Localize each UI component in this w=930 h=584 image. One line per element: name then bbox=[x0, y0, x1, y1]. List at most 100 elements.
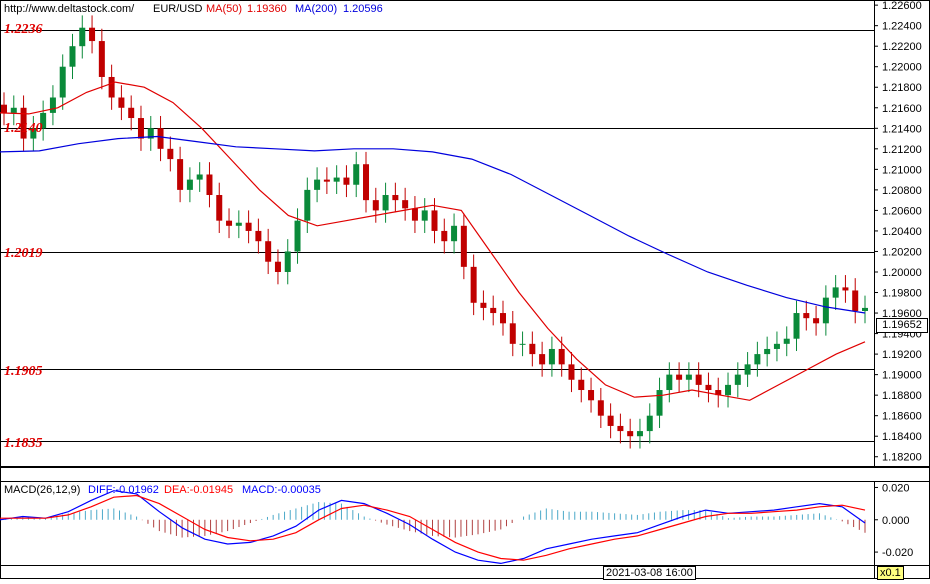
price-tick-label: 1.21800 bbox=[882, 82, 922, 94]
price-tick-label: 1.21000 bbox=[882, 164, 922, 176]
candle-body bbox=[421, 210, 428, 221]
macd-tick-label: -0.020 bbox=[882, 547, 913, 559]
crosshair-time-label: 2021-03-08 16:00 bbox=[603, 566, 696, 580]
candle-body bbox=[177, 159, 184, 190]
candle-body bbox=[20, 107, 27, 139]
source-url: http://www.deltastock.com/ bbox=[4, 3, 135, 15]
ma50-value: 1.19360 bbox=[247, 3, 287, 15]
candle-body bbox=[695, 374, 702, 385]
candle-body bbox=[470, 266, 477, 303]
price-tick-label: 1.18200 bbox=[882, 452, 922, 464]
candle-body bbox=[685, 374, 692, 380]
candle-body bbox=[98, 41, 105, 77]
candle-body bbox=[10, 107, 17, 113]
candle-body bbox=[588, 390, 595, 401]
macd-tick-label: 0.020 bbox=[882, 482, 910, 494]
candle-body bbox=[147, 128, 154, 139]
candle-body bbox=[764, 348, 771, 355]
candle-body bbox=[715, 390, 722, 396]
candle-body bbox=[725, 384, 732, 396]
candle-body bbox=[597, 400, 604, 416]
price-tick-label: 1.20600 bbox=[882, 205, 922, 217]
candle-body bbox=[822, 297, 829, 324]
candle-body bbox=[294, 220, 301, 252]
candle-body bbox=[529, 343, 536, 355]
price-tick-label: 1.22200 bbox=[882, 41, 922, 53]
candle-body bbox=[548, 348, 555, 365]
level-label-4: 1.1905 bbox=[4, 364, 43, 379]
candle-body bbox=[705, 384, 712, 391]
candle-body bbox=[353, 164, 360, 185]
candle-body bbox=[245, 222, 252, 231]
candle-body bbox=[372, 200, 379, 211]
candle-body bbox=[558, 348, 565, 365]
macd-panel[interactable]: 0.020 0.000 -0.020 MACD(26,12,9) DIFF:-0.0… bbox=[0, 467, 930, 579]
ma200-value: 1.20596 bbox=[343, 3, 383, 15]
candle-body bbox=[734, 374, 741, 385]
candle-body bbox=[451, 225, 458, 242]
price-tick-label: 1.22000 bbox=[882, 62, 922, 74]
macd-diff-line bbox=[0, 490, 866, 565]
candle-body bbox=[646, 415, 653, 432]
ma200-line bbox=[0, 135, 866, 314]
candle-body bbox=[852, 290, 859, 311]
candle-body bbox=[59, 66, 66, 98]
candle-body bbox=[460, 225, 467, 267]
macd-chart-canvas[interactable]: 0.020 0.000 -0.020 bbox=[0, 467, 930, 579]
macd-diff-value: DIFF:-0.01962 bbox=[88, 484, 159, 496]
candle-body bbox=[539, 354, 546, 365]
candle-body bbox=[265, 241, 272, 262]
candle-body bbox=[480, 302, 487, 308]
price-tick-label: 1.18400 bbox=[882, 431, 922, 443]
candle-body bbox=[226, 220, 233, 226]
last-price-marker: 1.19652 bbox=[876, 318, 928, 333]
candle-body bbox=[118, 97, 125, 108]
candle-body bbox=[30, 128, 37, 139]
price-tick-label: 1.20200 bbox=[882, 246, 922, 258]
candle-body bbox=[813, 318, 820, 324]
candle-body bbox=[783, 338, 790, 344]
candle-body bbox=[607, 415, 614, 426]
candle-body bbox=[832, 287, 839, 298]
candle-body bbox=[255, 230, 262, 242]
candle-body bbox=[274, 261, 281, 272]
candle-body bbox=[128, 107, 135, 119]
macd-hist-value: MACD:-0.00035 bbox=[242, 484, 321, 496]
candle-body bbox=[79, 27, 86, 47]
macd-dea-line bbox=[0, 494, 866, 561]
candle-body bbox=[402, 200, 409, 209]
price-tick-label: 1.22400 bbox=[882, 21, 922, 33]
symbol-label: EUR/USD bbox=[153, 3, 203, 15]
price-tick-label: 1.20000 bbox=[882, 267, 922, 279]
macd-dea-value: DEA:-0.01945 bbox=[164, 484, 234, 496]
candle-body bbox=[519, 343, 526, 345]
candle-body bbox=[744, 364, 751, 375]
candle-body bbox=[773, 343, 780, 349]
level-label-5: 1.1835 bbox=[4, 436, 43, 451]
candle-body bbox=[636, 431, 643, 437]
candle-body bbox=[793, 313, 800, 339]
candle-body bbox=[568, 364, 575, 380]
candle-body bbox=[411, 208, 418, 221]
candle-body bbox=[284, 251, 291, 272]
candle-body bbox=[1, 104, 7, 113]
candle-body bbox=[157, 128, 164, 149]
candle-body bbox=[392, 195, 399, 201]
candle-body bbox=[137, 118, 144, 139]
level-label-1: 1.2236 bbox=[4, 22, 43, 37]
price-tick-label: 1.19200 bbox=[882, 349, 922, 361]
candle-body bbox=[627, 431, 634, 437]
candle-body bbox=[333, 177, 340, 182]
candle-body bbox=[862, 307, 868, 311]
zoom-level-button[interactable]: x0.1 bbox=[877, 566, 904, 580]
price-tick-label: 1.21200 bbox=[882, 144, 922, 156]
macd-title: MACD(26,12,9) bbox=[4, 484, 81, 496]
candle-body bbox=[441, 230, 448, 242]
price-chart-canvas[interactable]: 1.22600 1.22400 1.22200 1.22000 1.21800 1.216… bbox=[0, 0, 930, 467]
price-chart-panel[interactable]: 1.22600 1.22400 1.22200 1.22000 1.21800 1.216… bbox=[0, 0, 930, 467]
candle-body bbox=[186, 179, 193, 190]
price-tick-label: 1.19000 bbox=[882, 370, 922, 382]
candle-body bbox=[382, 195, 389, 211]
candle-body bbox=[490, 307, 497, 314]
candle-body bbox=[617, 425, 624, 432]
